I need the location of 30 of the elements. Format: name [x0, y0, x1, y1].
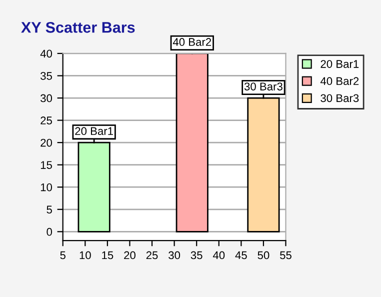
- x-tick-label: 35: [190, 251, 202, 260]
- bar: [247, 97, 280, 232]
- y-tick-label: 25: [40, 116, 52, 124]
- bar: [176, 53, 208, 232]
- x-tick-label: 20: [124, 251, 136, 260]
- y-tick-label: 0: [46, 228, 52, 236]
- x-tick-label: 30: [168, 251, 180, 260]
- x-tick-label: 55: [280, 251, 292, 260]
- data-label: 20 Bar1: [75, 127, 113, 136]
- legend-label: 20 Bar1: [320, 60, 359, 68]
- bar: [78, 142, 110, 232]
- x-tick-label: 10: [80, 251, 91, 260]
- chart-title: XY Scatter Bars: [21, 22, 135, 33]
- legend-label: 30 Bar3: [320, 94, 359, 102]
- y-tick-label: 35: [40, 72, 52, 80]
- x-tick-label: 50: [258, 251, 270, 260]
- y-tick-label: 40: [40, 50, 52, 58]
- x-tick-label: 5: [60, 251, 66, 260]
- y-tick-label: 15: [40, 161, 52, 169]
- y-tick-label: 10: [40, 183, 52, 192]
- y-tick-label: 30: [40, 94, 52, 102]
- x-tick-label: 40: [212, 251, 225, 260]
- data-label: 40 Bar2: [172, 38, 212, 46]
- y-tick-label: 20: [40, 138, 52, 147]
- y-tick-label: 5: [46, 206, 52, 214]
- x-tick-label: 15: [102, 251, 114, 260]
- x-tick-label: 25: [146, 251, 158, 260]
- legend-label: 40 Bar2: [320, 77, 359, 86]
- data-label: 30 Bar3: [244, 82, 282, 90]
- x-tick-label: 45: [235, 251, 247, 260]
